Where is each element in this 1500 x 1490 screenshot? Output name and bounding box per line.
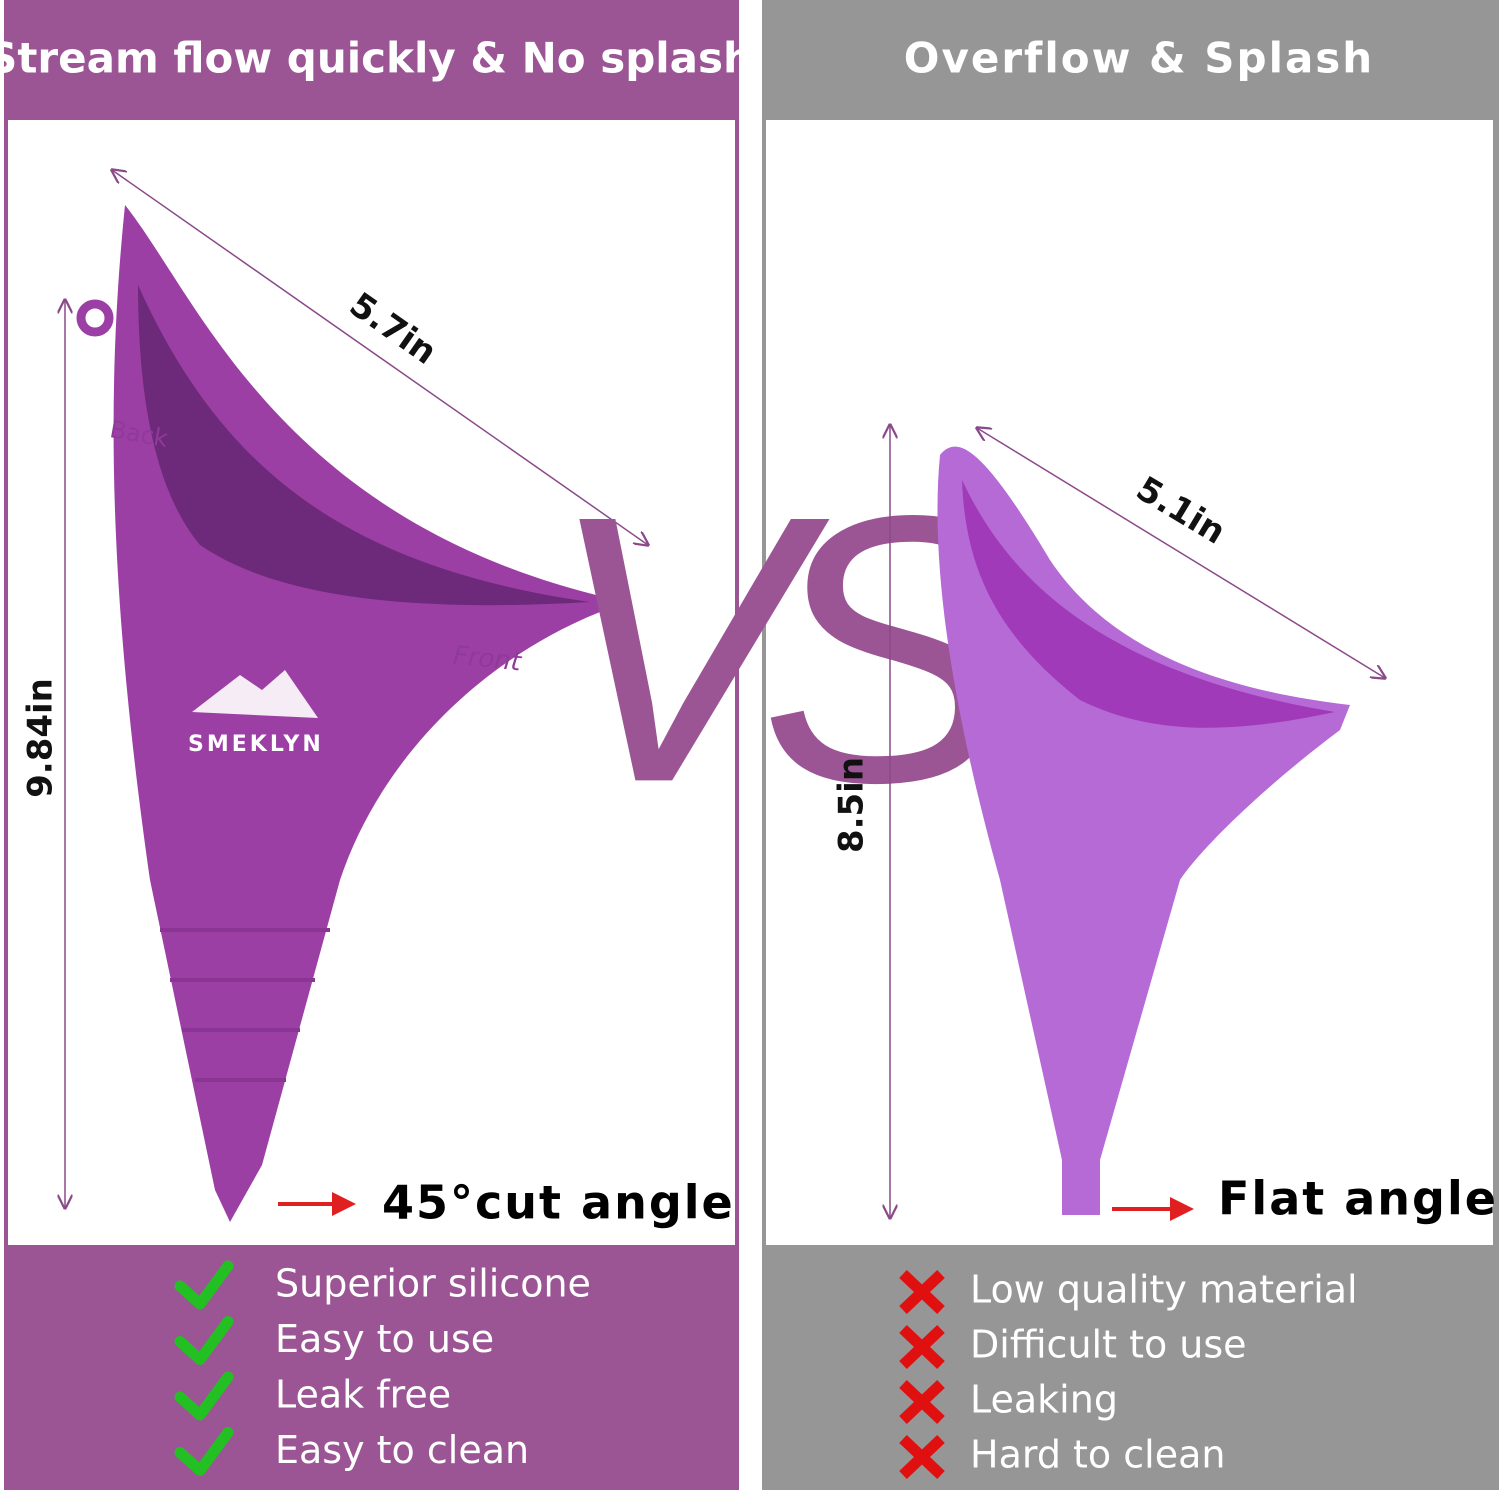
drawback-item: Leaking (970, 1378, 1118, 1422)
width-dimension (977, 428, 1385, 678)
brand-label: SMEKLYN (188, 732, 324, 757)
right-height-label: 8.5in (832, 757, 872, 853)
check-icon (174, 1371, 234, 1421)
drawback-item: Difficult to use (970, 1323, 1247, 1367)
check-icon (174, 1427, 234, 1476)
width-dimension (112, 170, 648, 545)
feature-item: Leak free (275, 1373, 451, 1417)
cross-icon (899, 1380, 945, 1424)
right-header: Overflow & Splash (904, 34, 1374, 83)
feature-item: Superior silicone (275, 1262, 591, 1306)
cross-icon (899, 1435, 945, 1479)
feature-item: Easy to clean (275, 1428, 529, 1472)
drawback-item: Hard to clean (970, 1433, 1225, 1477)
cross-icon (899, 1270, 945, 1314)
left-header: Stream flow quickly & No splash (0, 34, 753, 83)
check-icon (174, 1316, 234, 1365)
right-angle-label: Flat angle (1218, 1172, 1498, 1226)
check-icon (174, 1260, 234, 1310)
feature-item: Easy to use (275, 1317, 494, 1361)
cross-icon (899, 1325, 945, 1369)
drawback-item: Low quality material (970, 1268, 1358, 1312)
left-angle-label: 45°cut angle (382, 1176, 735, 1230)
front-label: Front (451, 641, 523, 678)
left-height-label: 9.84in (21, 678, 61, 798)
